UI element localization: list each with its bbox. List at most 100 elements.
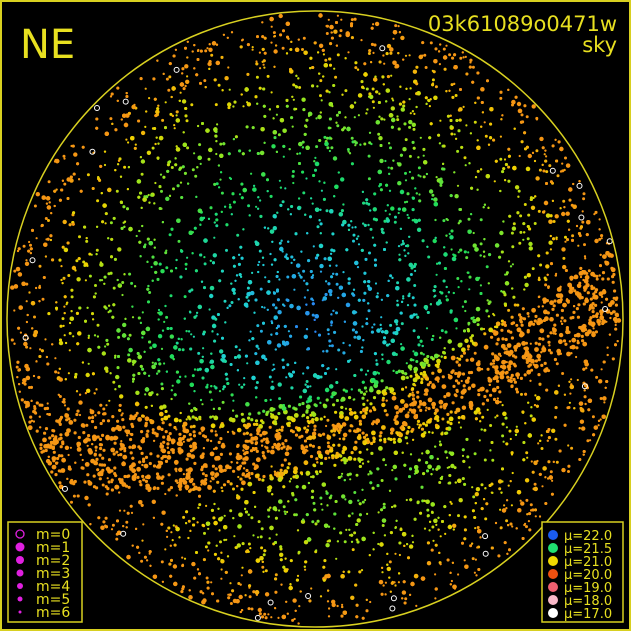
star-point (546, 439, 549, 442)
star-point (408, 544, 414, 549)
star-point (367, 286, 373, 291)
star-point (537, 442, 540, 445)
star-point (382, 340, 387, 345)
star-point (41, 297, 45, 301)
star-point (448, 53, 452, 57)
star-point (338, 34, 342, 38)
star-point (381, 566, 384, 570)
star-point (318, 43, 324, 48)
star-point (404, 201, 407, 204)
star-point (62, 398, 66, 401)
star-point (303, 50, 308, 55)
star-point (288, 480, 291, 483)
star-point (277, 133, 281, 137)
star-point (422, 175, 426, 179)
star-point (152, 574, 158, 579)
star-point (126, 207, 129, 211)
star-point (348, 152, 352, 155)
star-point (302, 269, 306, 273)
star-point (335, 282, 339, 286)
star-point (215, 140, 218, 143)
star-point (486, 398, 489, 402)
star-point (175, 145, 178, 148)
star-point (359, 143, 362, 146)
star-point (465, 124, 468, 127)
star-point (120, 440, 123, 443)
star-point (367, 177, 371, 181)
star-point (18, 383, 21, 386)
star-point (250, 472, 254, 476)
star-point (379, 542, 384, 547)
star-point (247, 542, 251, 546)
star-point (47, 219, 50, 222)
star-point (335, 381, 339, 384)
star-point (548, 164, 552, 168)
star-point (438, 481, 442, 484)
star-point (434, 597, 437, 600)
star-point (91, 312, 94, 316)
star-point (215, 544, 218, 547)
star-point (537, 278, 541, 282)
star-point (483, 121, 486, 124)
star-point (35, 237, 38, 240)
star-point (183, 295, 187, 299)
star-point (331, 232, 335, 236)
star-point (412, 69, 418, 74)
star-point (411, 176, 415, 180)
star-point (25, 282, 29, 286)
star-point (501, 404, 504, 407)
star-point (412, 329, 416, 333)
star-point (328, 456, 331, 459)
star-point (419, 511, 423, 515)
star-point (461, 405, 467, 410)
star-point (276, 298, 280, 302)
star-point (218, 390, 222, 393)
star-point (208, 390, 212, 394)
star-point (465, 256, 469, 260)
star-point (331, 599, 336, 604)
star-point (160, 189, 163, 193)
star-point (426, 561, 432, 566)
star-point (417, 166, 421, 170)
star-point (258, 86, 262, 90)
star-point (171, 384, 174, 387)
star-point (434, 408, 439, 413)
star-point (593, 213, 596, 216)
star-point (228, 304, 232, 308)
star-point (88, 252, 92, 256)
star-point (457, 514, 460, 518)
star-point (251, 271, 254, 274)
star-point (366, 369, 370, 372)
star-point (85, 237, 88, 240)
star-point (19, 331, 22, 334)
star-point (364, 498, 367, 502)
star-point (478, 276, 481, 279)
star-point (277, 310, 282, 315)
star-point (405, 498, 408, 502)
star-point (433, 285, 437, 289)
star-point (511, 525, 514, 528)
star-point (189, 347, 193, 351)
star-point (365, 433, 369, 437)
star-point (347, 570, 351, 574)
star-point (356, 518, 361, 523)
star-point (360, 80, 364, 84)
star-point (434, 573, 437, 576)
star-point (209, 415, 213, 419)
star-point (326, 418, 330, 422)
star-point (137, 316, 141, 320)
star-point (67, 274, 71, 277)
star-point (325, 543, 330, 548)
star-point (476, 139, 479, 142)
star-point (38, 264, 42, 268)
star-point (344, 116, 347, 119)
star-point (463, 156, 467, 160)
star-point (424, 409, 427, 412)
star-point (220, 577, 223, 580)
star-point (252, 187, 257, 192)
star-point (129, 504, 133, 508)
star-point (32, 374, 36, 378)
star-point (261, 565, 265, 569)
star-point (290, 40, 293, 44)
star-point (501, 508, 507, 513)
